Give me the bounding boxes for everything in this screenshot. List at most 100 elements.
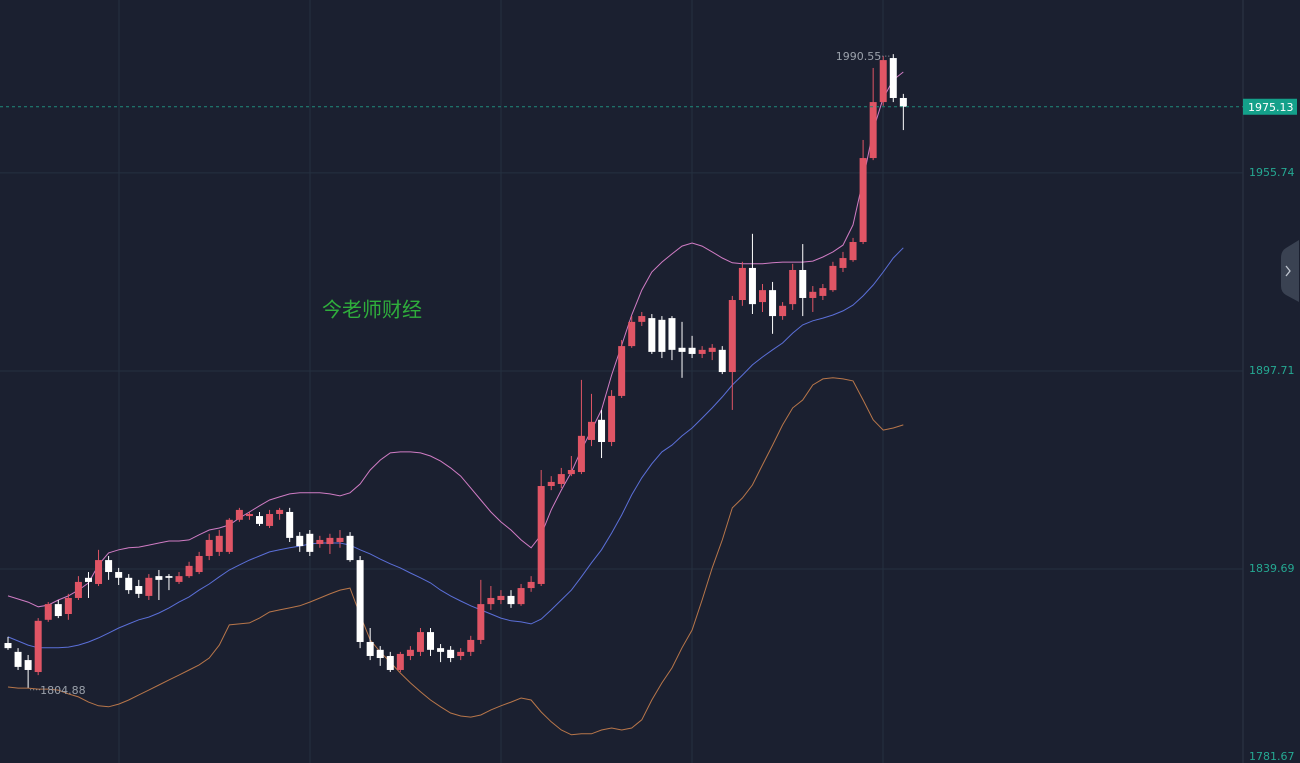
candle-body <box>839 258 847 268</box>
candle-body <box>557 474 565 484</box>
candle-body <box>195 555 203 573</box>
candle-body <box>286 511 294 538</box>
candle-body <box>678 347 686 352</box>
candle-body <box>567 469 575 475</box>
candle-body <box>587 421 595 440</box>
candle-body <box>266 514 274 526</box>
candle-body <box>869 102 877 159</box>
candle-body <box>64 597 72 615</box>
candle-body <box>899 97 907 107</box>
candle-body <box>215 535 223 552</box>
candle-body <box>487 597 495 605</box>
candle-body <box>145 577 153 596</box>
candle-body <box>256 516 263 524</box>
last-price-tag <box>1243 98 1297 115</box>
vertical-grid <box>118 0 884 763</box>
candle-body <box>4 643 12 649</box>
candle-body <box>577 435 585 473</box>
candle-body <box>366 641 374 656</box>
candle-body <box>799 269 807 298</box>
candle-body <box>84 577 92 582</box>
candle-body <box>74 581 82 598</box>
candle-body <box>447 649 455 659</box>
candle-body <box>276 509 284 515</box>
candle-body <box>135 586 143 594</box>
candle-body <box>34 620 42 673</box>
candle-body <box>668 318 676 350</box>
candle-body <box>648 318 656 352</box>
candle-body <box>537 486 545 584</box>
candle-body <box>718 349 726 373</box>
band-line <box>7 247 904 649</box>
candle-body <box>517 588 525 605</box>
candle-body <box>235 509 243 520</box>
candle-body <box>105 560 113 573</box>
candle-body <box>396 653 404 670</box>
candle-body <box>376 649 384 659</box>
last-price-label: 1975.13 <box>1248 101 1294 114</box>
candle-body <box>769 290 777 317</box>
candle-body <box>738 267 746 301</box>
candle-body <box>708 347 716 352</box>
candle-body <box>849 242 857 261</box>
candle-body <box>175 576 183 582</box>
candle-body <box>336 537 344 542</box>
candle-body <box>879 60 887 103</box>
candle-body <box>547 481 555 487</box>
band-line <box>7 71 904 608</box>
candle-body <box>225 519 233 552</box>
candle-body <box>346 535 354 561</box>
candle-body <box>115 572 123 578</box>
candle-body <box>205 539 213 556</box>
candle-body <box>779 305 787 317</box>
candle-body <box>427 632 435 650</box>
watermark: 今老师财经 <box>322 298 422 322</box>
candle-body <box>356 560 364 642</box>
candle-body <box>658 319 666 352</box>
candle-body <box>14 651 22 667</box>
candle-body <box>467 639 475 652</box>
candle-body <box>819 288 827 296</box>
y-tick-label: 1781.67 <box>1249 750 1295 763</box>
candle-body <box>598 419 606 442</box>
candle-body <box>728 300 736 373</box>
candle-body <box>416 632 424 652</box>
y-tick-label: 1955.74 <box>1249 166 1295 179</box>
candle-body <box>386 655 394 670</box>
candle-body <box>125 577 133 591</box>
candle-body <box>628 321 636 347</box>
candle-body <box>95 560 103 584</box>
candle-body <box>809 291 817 298</box>
candle-body <box>507 595 515 605</box>
candle-body <box>437 648 445 652</box>
low-label: 1804.88 <box>40 684 85 697</box>
candle-body <box>316 539 324 545</box>
candle-body <box>165 576 173 578</box>
y-tick-label: 1839.69 <box>1249 562 1295 575</box>
candle-body <box>829 265 837 291</box>
candle-body <box>608 395 616 442</box>
y-tick-label: 1897.71 <box>1249 364 1295 377</box>
candle-body <box>306 533 314 552</box>
candle-body <box>698 349 706 354</box>
candle-body <box>326 537 334 545</box>
candle-body <box>457 651 465 656</box>
candle-body <box>618 346 626 396</box>
candle-body <box>759 290 766 303</box>
band-line <box>7 377 904 736</box>
candle-body <box>54 604 62 617</box>
candle-body <box>406 649 414 656</box>
candle-body <box>859 158 867 243</box>
candle-body <box>638 316 646 322</box>
candle-body <box>748 267 756 305</box>
candle-body <box>477 604 485 640</box>
high-label: 1990.55 <box>836 50 882 63</box>
candle-body <box>245 514 253 517</box>
candle-body <box>527 581 535 589</box>
candle-body <box>889 58 897 98</box>
candle-body <box>24 660 32 670</box>
candle-body <box>44 604 52 620</box>
candle-body <box>185 565 193 577</box>
